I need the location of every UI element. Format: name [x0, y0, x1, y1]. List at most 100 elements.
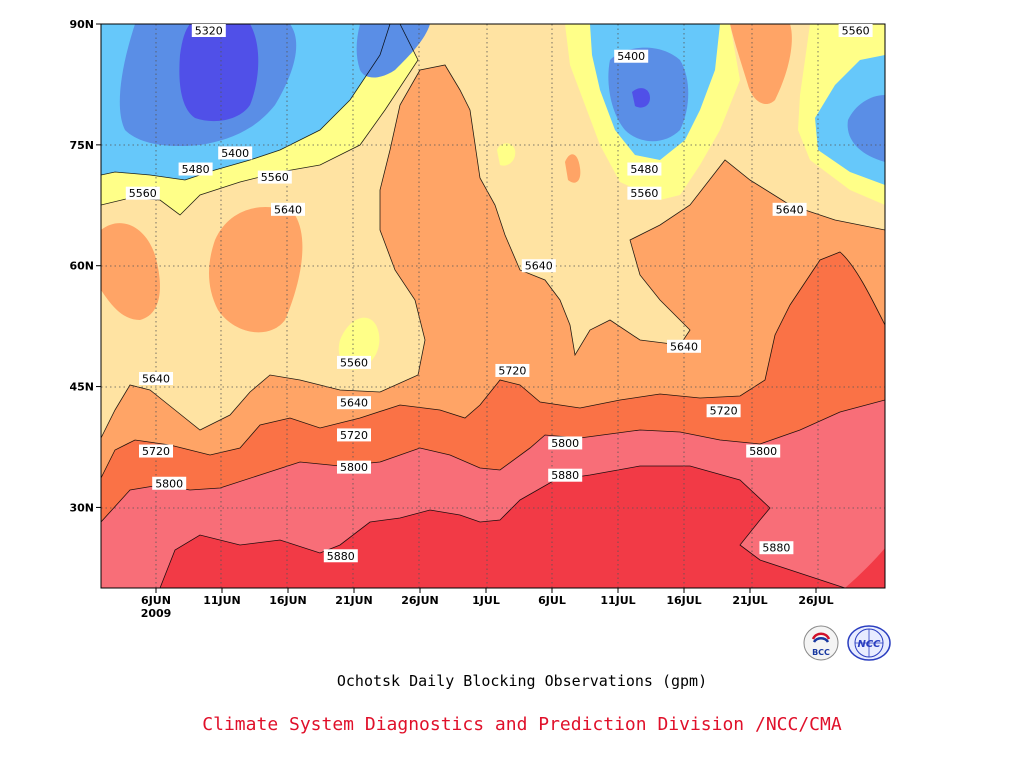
contour-label-text: 5800	[749, 445, 777, 458]
contour-label-text: 5480	[630, 163, 658, 176]
x-tick-label: 16JUN	[269, 594, 307, 607]
y-tick-label: 45N	[69, 381, 94, 394]
contour-label: 5560	[838, 24, 873, 38]
contour-label-box	[337, 428, 371, 442]
bcc-logo-icon: BCC	[802, 624, 840, 662]
contour-label-box	[257, 170, 292, 184]
contour-label-text: 5640	[274, 203, 302, 216]
contour-label: 5400	[218, 146, 253, 160]
band-5640-5720-island	[209, 207, 303, 333]
contour-label-text: 5720	[142, 445, 170, 458]
contour-label-text: 5400	[221, 147, 249, 160]
x-axis: 6JUN 11JUN 16JUN 21JUN 26JUN 1JUL 6JUL 11JUL 16J…	[141, 588, 834, 620]
contour-label-text: 5880	[762, 542, 790, 555]
contour-label: 5560	[627, 186, 662, 200]
chart-svg: 30N 45N 60N 75N 90N 6JUN 11JUN 16JUN 21JUN 26JUN…	[69, 18, 886, 620]
band-5640-5720-island	[730, 24, 792, 105]
contour-label: 5800	[746, 444, 781, 458]
y-tick-label: 90N	[69, 18, 94, 31]
band-5640-5720-island	[101, 223, 160, 320]
contour-label-text: 5880	[327, 550, 355, 563]
x-tick-label: 6JUL	[538, 594, 566, 607]
contour-label-box	[139, 444, 173, 458]
contour-label-box	[746, 444, 781, 458]
contour-label-text: 5720	[710, 405, 738, 418]
contour-label: 5720	[139, 444, 173, 458]
contour-label: 5640	[772, 202, 807, 216]
chart-title: Ochotsk Daily Blocking Observations (gpm…	[336, 672, 708, 690]
contour-label-text: 5800	[340, 461, 368, 474]
contour-label: 5400	[614, 49, 649, 63]
contour-label-box	[772, 202, 807, 216]
band-5480-5560-island	[497, 143, 516, 166]
contour-label-box	[667, 339, 701, 353]
contour-label-box	[627, 186, 662, 200]
y-tick-label: 75N	[69, 139, 94, 152]
contour-label: 5320	[191, 24, 226, 38]
contour-label: 5720	[495, 363, 530, 377]
x-tick-label: 11JUL	[600, 594, 635, 607]
contour-label: 5800	[548, 436, 583, 450]
contour-label: 5720	[337, 428, 371, 442]
y-tick-label: 60N	[69, 260, 94, 273]
contour-label-text: 5560	[261, 171, 289, 184]
contour-label: 5880	[759, 541, 794, 555]
contour-label-box	[152, 476, 187, 490]
contour-label: 5640	[271, 202, 305, 216]
contour-label-text: 5640	[340, 397, 368, 410]
contour-label-box	[759, 541, 794, 555]
contour-label-text: 5560	[630, 187, 658, 200]
x-tick-label: 26JUL	[798, 594, 833, 607]
contour-label-text: 5640	[776, 203, 804, 216]
contour-label: 5560	[337, 355, 371, 369]
x-tick-label: 1JUL	[472, 594, 500, 607]
x-tick-label: 11JUN	[203, 594, 241, 607]
x-year-label: 2009	[141, 607, 172, 620]
x-tick-label: 16JUL	[666, 594, 701, 607]
credit-line: Climate System Diagnostics and Predictio…	[202, 714, 842, 735]
band-below-5320	[632, 88, 650, 108]
contour-label-text: 5400	[617, 50, 645, 63]
contour-label: 5640	[521, 259, 556, 273]
y-tick-label: 30N	[69, 501, 94, 514]
contour-label: 5560	[257, 170, 292, 184]
contour-label: 5880	[548, 468, 583, 482]
contour-label-box	[271, 202, 305, 216]
ncc-logo-text: NCC	[857, 639, 881, 650]
bcc-logo-text: BCC	[812, 648, 830, 657]
band-5640-5720-island	[565, 154, 581, 183]
plot-frame	[100, 23, 886, 589]
contour-label-box	[337, 396, 371, 410]
contour-label-text: 5560	[340, 356, 368, 369]
contour-label-box	[191, 24, 226, 37]
band-5320-5400	[356, 24, 430, 78]
ncc-logo-icon: NCC	[846, 624, 892, 662]
contour-label: 5480	[627, 162, 662, 176]
contour-label: 5640	[139, 372, 173, 386]
contour-label-box	[178, 162, 213, 176]
contour-label: 5640	[667, 339, 701, 353]
contour-label-text: 5720	[498, 364, 526, 377]
contour-label-text: 5560	[842, 25, 870, 38]
band-below-5320	[179, 24, 259, 122]
contour-label: 5800	[337, 460, 371, 474]
contour-label-box	[337, 355, 371, 369]
contour-label: 5720	[706, 404, 741, 418]
contour-label: 5480	[178, 162, 213, 176]
contour-label-box	[323, 549, 358, 563]
contour-label-text: 5800	[155, 477, 183, 490]
contour-label-box	[706, 404, 741, 418]
contour-label-text: 5640	[142, 373, 170, 386]
contour-label: 5880	[323, 549, 358, 563]
contour-label-text: 5880	[551, 469, 579, 482]
contour-label-text: 5800	[551, 437, 579, 450]
contour-label-box	[139, 372, 173, 386]
contour-label-box	[838, 24, 873, 37]
contour-label-box	[495, 363, 530, 377]
x-tick-label: 21JUN	[335, 594, 373, 607]
x-tick-label: 6JUN	[141, 594, 171, 607]
contour-label-box	[548, 436, 583, 450]
contour-label-box	[125, 186, 160, 200]
contour-label-text: 5480	[182, 163, 210, 176]
contour-label: 5800	[152, 476, 187, 490]
